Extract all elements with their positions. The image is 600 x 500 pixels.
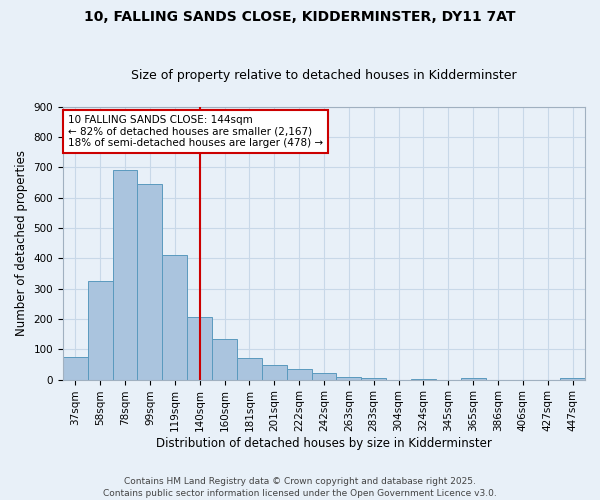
Title: Size of property relative to detached houses in Kidderminster: Size of property relative to detached ho… [131,69,517,82]
Bar [337,376,361,380]
Bar [560,378,585,380]
Bar [287,370,311,380]
Bar [163,256,187,380]
Bar [187,318,212,380]
Bar [311,373,337,380]
Bar [411,378,436,380]
Text: 10, FALLING SANDS CLOSE, KIDDERMINSTER, DY11 7AT: 10, FALLING SANDS CLOSE, KIDDERMINSTER, … [84,10,516,24]
Bar [262,366,287,380]
Bar [88,281,113,380]
Bar [63,357,88,380]
Text: 10 FALLING SANDS CLOSE: 144sqm
← 82% of detached houses are smaller (2,167)
18% : 10 FALLING SANDS CLOSE: 144sqm ← 82% of … [68,115,323,148]
X-axis label: Distribution of detached houses by size in Kidderminster: Distribution of detached houses by size … [156,437,492,450]
Bar [212,338,237,380]
Bar [361,378,386,380]
Y-axis label: Number of detached properties: Number of detached properties [15,150,28,336]
Bar [461,378,485,380]
Text: Contains HM Land Registry data © Crown copyright and database right 2025.
Contai: Contains HM Land Registry data © Crown c… [103,476,497,498]
Bar [113,170,137,380]
Bar [237,358,262,380]
Bar [137,184,163,380]
